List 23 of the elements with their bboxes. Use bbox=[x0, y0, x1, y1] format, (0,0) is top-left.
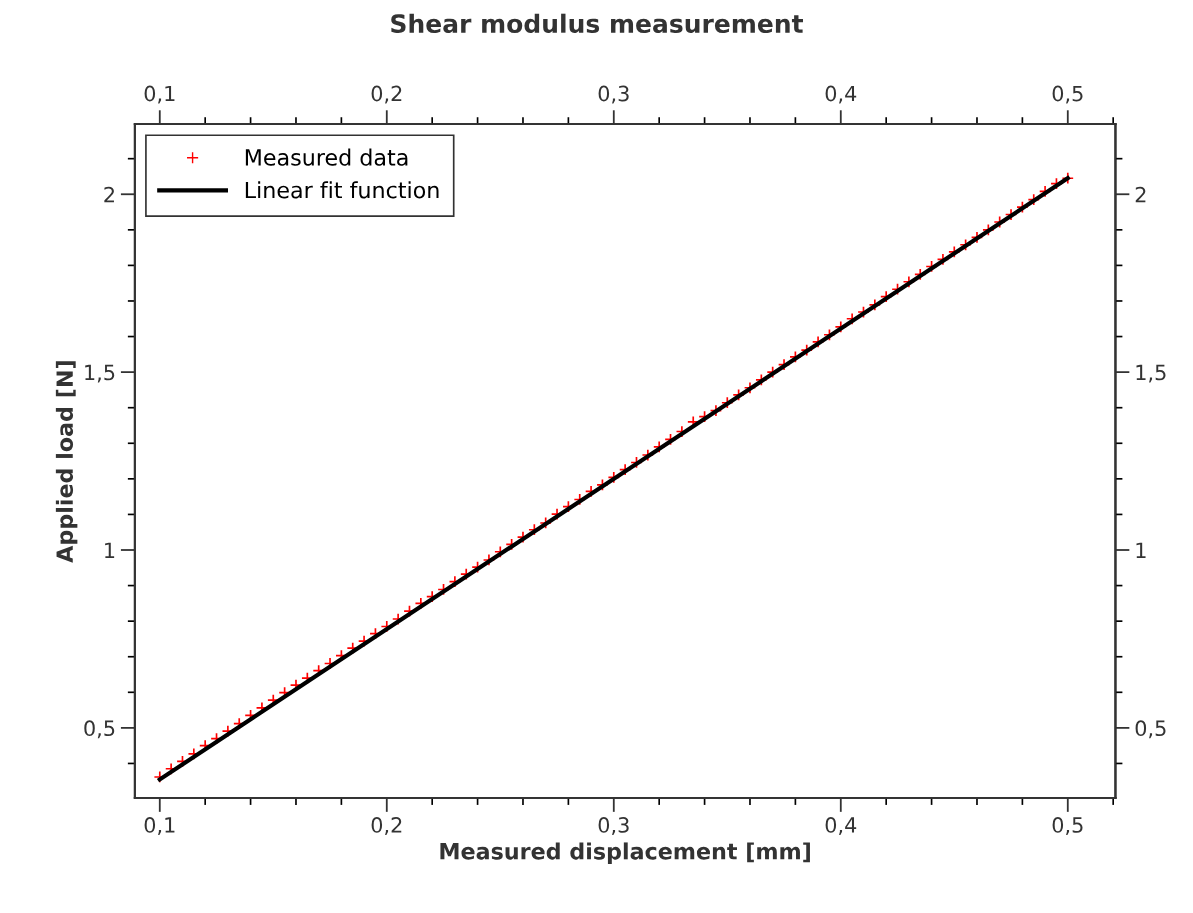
y2-tick-label: 1,5 bbox=[1136, 364, 1166, 383]
x-tick-label: 0,4 bbox=[825, 817, 857, 835]
y-tick-label: 1 bbox=[105, 542, 115, 558]
x-axis-title: Measured displacement [mm] bbox=[440, 842, 810, 864]
y-tick-label: 0,5 bbox=[84, 720, 115, 739]
chart-title: Shear modulus measurement bbox=[391, 13, 803, 34]
y2-tick-label: 2 bbox=[1135, 186, 1146, 203]
legend-label: Measured data bbox=[245, 148, 408, 166]
y-axis-title: Applied load [N] bbox=[55, 361, 78, 563]
y-tick-label: 2 bbox=[104, 186, 114, 203]
x2-tick-label: 0,1 bbox=[144, 85, 175, 104]
x2-tick-label: 0,3 bbox=[598, 85, 629, 104]
x-tick-label: 0,3 bbox=[598, 817, 629, 835]
x-tick-label: 0,2 bbox=[371, 817, 402, 835]
x2-tick-label: 0,5 bbox=[1052, 85, 1083, 104]
y2-tick-label: 1 bbox=[1136, 542, 1146, 558]
x-tick-label: 0,5 bbox=[1052, 817, 1083, 835]
legend-label: Linear fit function bbox=[245, 181, 439, 199]
y-tick-label: 1,5 bbox=[85, 364, 115, 383]
x-tick-label: 0,1 bbox=[144, 817, 175, 835]
x2-tick-label: 0,4 bbox=[825, 85, 857, 104]
x2-tick-label: 0,2 bbox=[371, 85, 402, 104]
y2-tick-label: 0,5 bbox=[1135, 720, 1166, 739]
